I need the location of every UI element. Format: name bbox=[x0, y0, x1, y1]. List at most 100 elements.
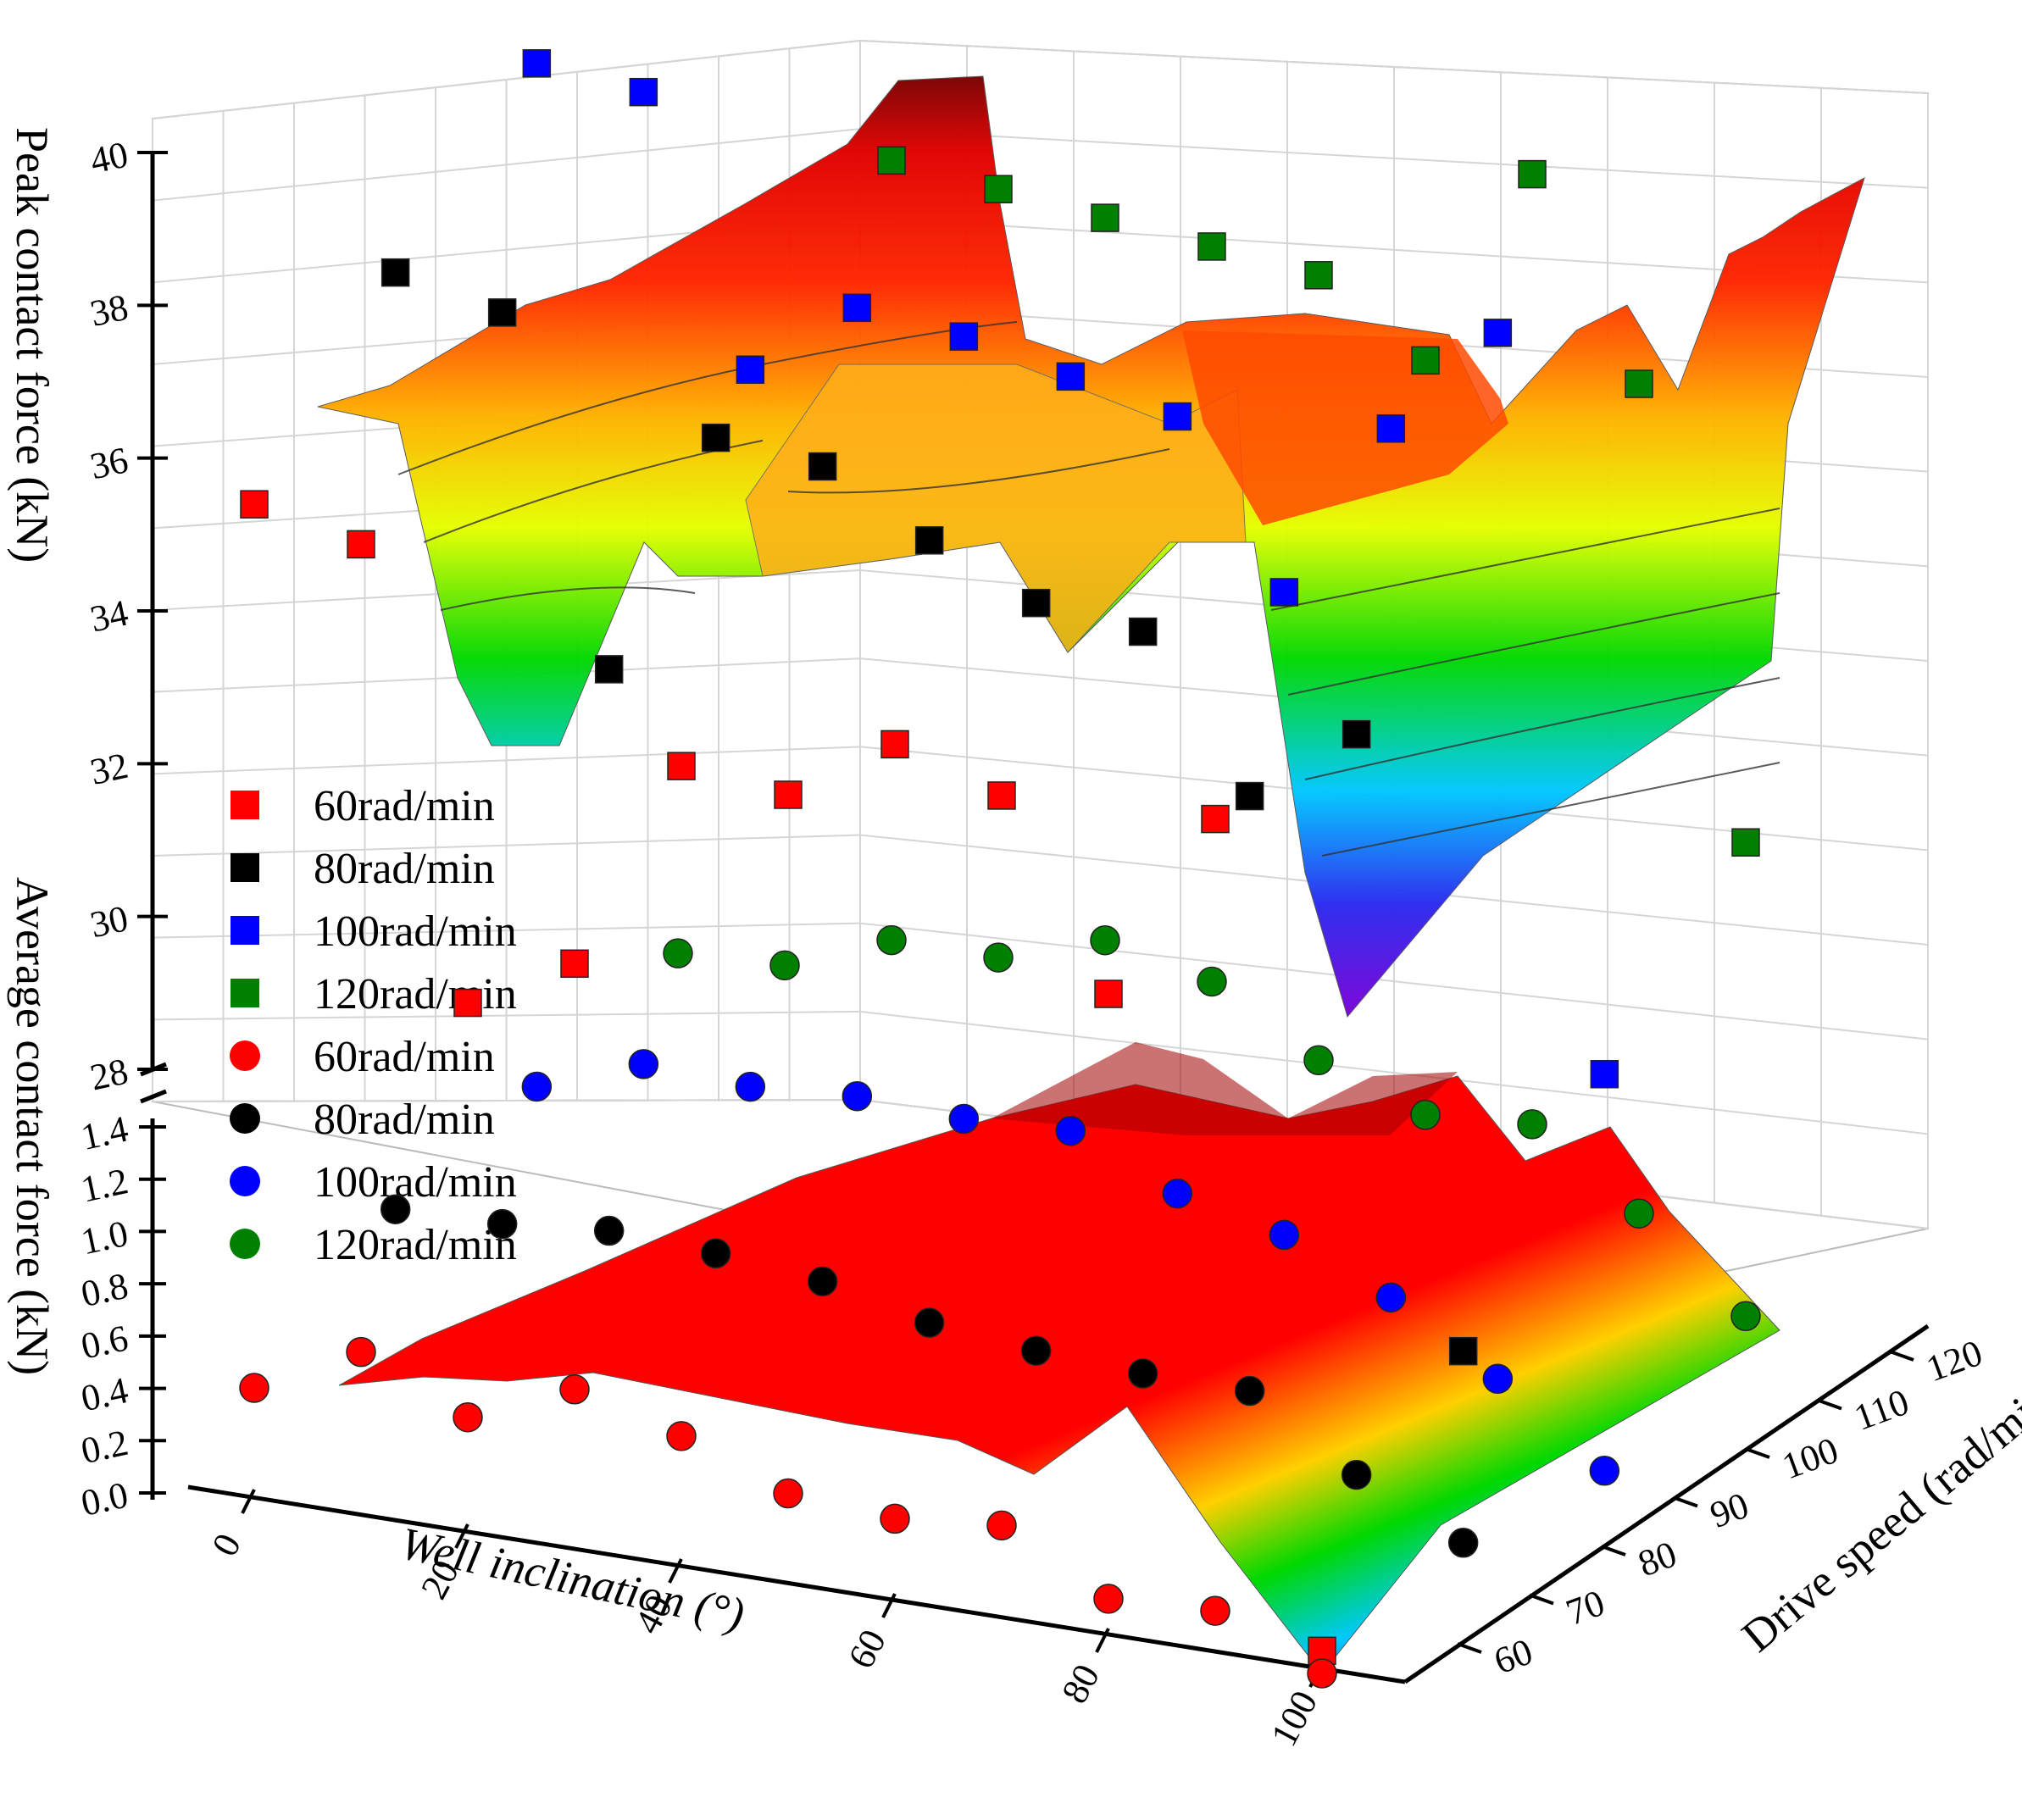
peak-marker bbox=[1625, 369, 1653, 398]
peak-marker bbox=[1163, 402, 1192, 431]
legend-marker-circle bbox=[230, 1103, 260, 1134]
peak-marker bbox=[522, 49, 552, 78]
peak-marker bbox=[842, 293, 872, 323]
y-tick bbox=[1601, 1545, 1626, 1556]
legend-marker-square bbox=[231, 791, 259, 819]
y-tick-label: 90 bbox=[1705, 1484, 1754, 1536]
z-lower-tick-label: 0.2 bbox=[77, 1422, 131, 1472]
z-axis-lower-ticks: 0.00.20.40.60.81.01.21.4 bbox=[77, 1108, 166, 1524]
z-upper-tick-label: 40 bbox=[86, 134, 131, 182]
legend-marker-circle bbox=[230, 1040, 260, 1071]
average-marker bbox=[1269, 1219, 1300, 1251]
peak-marker bbox=[1197, 232, 1226, 261]
peak-marker bbox=[1590, 1059, 1619, 1089]
z-lower-tick-label: 1.4 bbox=[77, 1108, 131, 1158]
y-tick-label: 120 bbox=[1921, 1332, 1988, 1390]
legend-label: 80rad/min bbox=[314, 845, 495, 893]
y-tick bbox=[1673, 1495, 1698, 1508]
legend-marker-square bbox=[231, 853, 259, 882]
y-tick-label: 70 bbox=[1561, 1582, 1610, 1634]
x-tick bbox=[1095, 1628, 1110, 1653]
average-marker bbox=[239, 1373, 269, 1403]
peak-marker bbox=[987, 781, 1016, 810]
peak-marker bbox=[1094, 979, 1123, 1008]
peak-marker bbox=[629, 77, 658, 107]
x-tick-label: 80 bbox=[1053, 1657, 1108, 1710]
average-marker bbox=[1093, 1584, 1124, 1614]
average-marker bbox=[1307, 1658, 1337, 1689]
average-marker bbox=[769, 950, 800, 981]
z-axis-upper-title: Peak contact force (kN) bbox=[7, 127, 58, 563]
peak-marker bbox=[560, 949, 589, 979]
average-marker bbox=[773, 1478, 803, 1509]
average-marker bbox=[593, 1215, 625, 1246]
peak-marker bbox=[1201, 804, 1230, 834]
peak-marker bbox=[1731, 828, 1760, 857]
x-tick bbox=[454, 1523, 469, 1549]
legend-label: 80rad/min bbox=[314, 1096, 495, 1144]
peak-marker bbox=[1411, 346, 1440, 375]
average-marker bbox=[735, 1071, 766, 1102]
average-marker bbox=[1200, 1595, 1230, 1626]
peak-marker bbox=[877, 146, 906, 175]
y-tick-label: 100 bbox=[1777, 1429, 1844, 1488]
peak-marker bbox=[701, 423, 730, 452]
average-marker bbox=[1127, 1358, 1158, 1389]
peak-marker bbox=[594, 655, 624, 684]
peak-marker bbox=[1483, 319, 1513, 347]
average-marker bbox=[983, 942, 1014, 973]
legend-label: 120rad/min bbox=[314, 970, 517, 1018]
z-lower-tick-label: 0.8 bbox=[77, 1265, 131, 1315]
peak-marker bbox=[381, 258, 410, 287]
legend-label: 120rad/min bbox=[314, 1221, 517, 1269]
average-marker bbox=[880, 1503, 910, 1534]
average-marker bbox=[1303, 1045, 1334, 1076]
average-marker bbox=[1234, 1375, 1265, 1407]
average-marker bbox=[807, 1266, 838, 1297]
peak-marker bbox=[774, 780, 803, 809]
x-tick-label: 100 bbox=[1263, 1684, 1325, 1753]
peak-marker bbox=[1269, 578, 1299, 607]
x-tick-label: 0 bbox=[203, 1527, 249, 1562]
y-tick bbox=[1529, 1593, 1554, 1606]
average-marker bbox=[1341, 1459, 1372, 1490]
average-marker bbox=[1730, 1301, 1761, 1332]
peak-marker bbox=[736, 355, 765, 384]
z-upper-tick-label: 32 bbox=[86, 745, 131, 793]
peak-marker bbox=[240, 490, 269, 519]
average-marker bbox=[1517, 1109, 1547, 1140]
y-tick-label: 80 bbox=[1633, 1533, 1682, 1584]
z-axis-upper-ticks: 28 30 32 34 36 38 40 bbox=[86, 134, 168, 1099]
peak-contact-force-surface bbox=[317, 75, 1865, 1018]
average-marker bbox=[663, 938, 693, 968]
peak-marker bbox=[880, 730, 909, 759]
average-marker bbox=[628, 1049, 659, 1079]
z-upper-tick-label: 34 bbox=[86, 592, 131, 641]
x-tick bbox=[241, 1489, 256, 1514]
z-lower-tick-label: 1.0 bbox=[77, 1212, 131, 1262]
peak-marker bbox=[1376, 414, 1406, 443]
peak-marker bbox=[1091, 203, 1119, 232]
average-marker bbox=[1090, 924, 1120, 956]
peak-marker bbox=[1304, 261, 1333, 290]
y-tick bbox=[1457, 1642, 1482, 1654]
x-tick bbox=[668, 1558, 683, 1584]
peak-marker bbox=[949, 322, 979, 351]
average-marker bbox=[521, 1071, 553, 1102]
average-marker bbox=[666, 1421, 697, 1451]
peak-marker bbox=[808, 452, 837, 481]
average-marker bbox=[1055, 1115, 1086, 1146]
legend-label: 60rad/min bbox=[314, 1033, 495, 1081]
average-marker bbox=[876, 924, 907, 956]
average-marker bbox=[1589, 1456, 1620, 1486]
average-marker bbox=[948, 1103, 980, 1135]
average-marker bbox=[1020, 1335, 1052, 1366]
z-upper-tick-label: 30 bbox=[86, 897, 131, 946]
peak-marker bbox=[1021, 588, 1051, 618]
average-contact-force-surface bbox=[338, 1042, 1780, 1674]
average-marker bbox=[914, 1307, 945, 1338]
peak-markers bbox=[240, 49, 1760, 1666]
peak-marker bbox=[984, 175, 1013, 203]
y-tick-label: 110 bbox=[1849, 1381, 1914, 1439]
